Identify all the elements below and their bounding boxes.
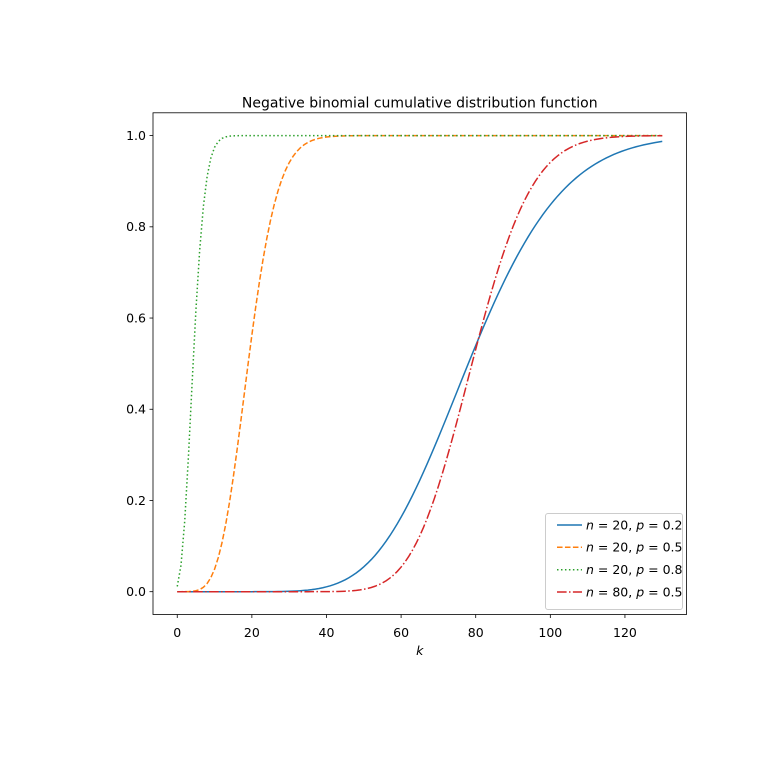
y-tick-label: 0.0 — [126, 584, 146, 599]
legend-label: n = 20, p = 0.5 — [586, 540, 682, 555]
curve-n20-p05 — [177, 134, 663, 593]
curve-n20-p08 — [176, 134, 663, 587]
legend-label: n = 20, p = 0.2 — [586, 517, 682, 532]
x-tick-label: 40 — [319, 625, 335, 640]
legend-entry: n = 20, p = 0.2 — [557, 517, 682, 532]
y-tick-label: 1.0 — [126, 128, 146, 143]
x-tick-label: 60 — [393, 625, 409, 640]
legend: n = 20, p = 0.2 n = 20, p = 0.5 n = 20, p … — [545, 513, 683, 610]
legend-label: n = 80, p = 0.5 — [586, 584, 682, 599]
legend-label: n = 20, p = 0.8 — [586, 562, 683, 577]
curve-n80-p05 — [177, 134, 663, 593]
legend-entry: n = 20, p = 0.8 — [557, 562, 683, 577]
x-axis-label: k — [416, 643, 424, 658]
x-tick-label: 100 — [538, 625, 562, 640]
legend-frame — [545, 513, 683, 610]
legend-entry: n = 80, p = 0.5 — [557, 584, 682, 599]
y-tick-label: 0.8 — [126, 219, 146, 234]
plot-border — [152, 112, 687, 615]
legend-entry: n = 20, p = 0.5 — [557, 540, 682, 555]
x-tick-label: 20 — [244, 625, 260, 640]
y-tick-label: 0.2 — [126, 493, 146, 508]
x-tick-label: 80 — [468, 625, 484, 640]
chart-title: Negative binomial cumulative distributio… — [242, 96, 598, 112]
x-tick-label: 0 — [173, 625, 181, 640]
x-tick-label: 120 — [613, 625, 637, 640]
y-tick-label: 0.6 — [126, 310, 146, 325]
y-tick-label: 0.4 — [126, 402, 146, 417]
